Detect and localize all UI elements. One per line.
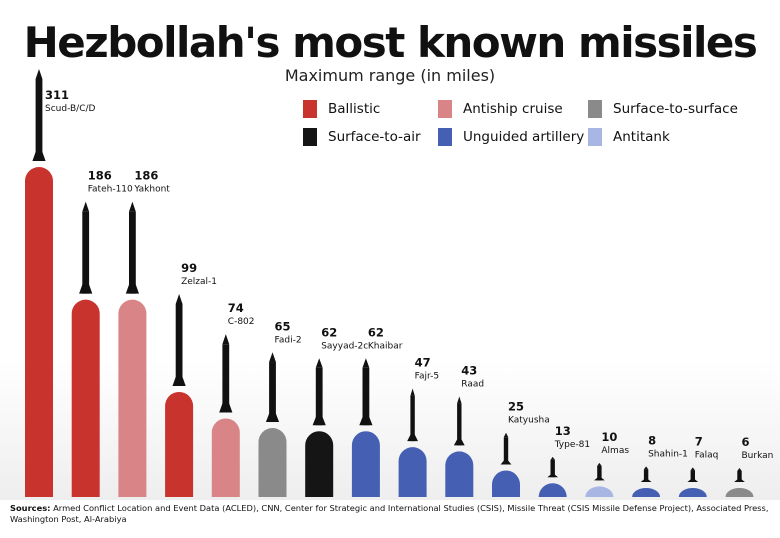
legend-label: Antitank — [613, 129, 670, 145]
missile-icon — [219, 334, 233, 413]
legend-swatch — [438, 100, 452, 118]
bar-value-label: 62 — [321, 325, 337, 339]
bar-category-label: Falaq — [695, 450, 719, 460]
bar-value-label: 6 — [742, 435, 750, 449]
bar-category-label: Fajr-5 — [415, 371, 439, 381]
legend-swatch — [438, 128, 452, 146]
legend-label: Ballistic — [328, 101, 381, 117]
legend-label: Unguided artillery — [463, 129, 585, 145]
legend-item-surface-to-surface: Surface-to-surface — [588, 100, 738, 118]
missile-icon — [32, 69, 46, 161]
bar — [211, 418, 240, 497]
missile-icon — [453, 396, 465, 446]
legend-label: Surface-to-air — [328, 129, 421, 145]
bar-value-label: 74 — [228, 301, 244, 315]
bar-category-label: Katyusha — [508, 416, 550, 426]
bar-category-label: Zelzal-1 — [181, 277, 217, 287]
legend-item-antiship-cruise: Antiship cruise — [438, 100, 563, 118]
missile-icon — [359, 358, 373, 426]
missile-icon — [125, 201, 139, 294]
bar-category-label: Burkan — [742, 451, 774, 461]
bar — [678, 488, 707, 497]
bar — [445, 451, 474, 497]
missile-icon — [265, 352, 280, 423]
bar-value-label: 65 — [275, 319, 291, 333]
legend-swatch — [303, 100, 317, 118]
bar — [71, 299, 100, 497]
legend-item-unguided-artillery: Unguided artillery — [438, 128, 584, 146]
bar-value-label: 8 — [648, 433, 656, 447]
legend-label: Surface-to-surface — [613, 101, 738, 117]
bar — [492, 470, 520, 497]
bar — [258, 428, 287, 497]
bar — [725, 488, 754, 497]
bar-category-label: Scud-B/C/D — [45, 104, 96, 114]
legend-item-ballistic: Ballistic — [303, 100, 380, 118]
sources-text: Armed Conflict Location and Event Data (… — [10, 503, 769, 524]
bar-value-label: 13 — [555, 424, 571, 438]
bar — [25, 167, 53, 497]
bar-value-label: 62 — [368, 325, 384, 339]
missile-icon — [172, 293, 186, 386]
bar-category-label: Yakhont — [133, 185, 170, 195]
bar — [538, 483, 567, 497]
bar — [585, 486, 614, 497]
missile-icon — [547, 456, 559, 478]
bar-value-label: 47 — [415, 355, 431, 369]
bar-value-label: 43 — [461, 364, 477, 378]
legend-item-antitank: Antitank — [588, 128, 670, 146]
legend-swatch — [588, 128, 602, 146]
bar — [351, 431, 380, 497]
bar-value-label: 186 — [134, 169, 158, 183]
bar — [398, 447, 427, 497]
missile-icon — [407, 388, 418, 442]
bar-category-label: Khaibar — [368, 341, 403, 351]
bar-category-label: Type-81 — [554, 440, 590, 450]
bar — [118, 299, 147, 497]
bar-value-label: 7 — [695, 434, 703, 448]
chart-subtitle: Maximum range (in miles) — [284, 66, 496, 85]
chart-title: Hezbollah's most known missiles — [23, 18, 758, 67]
bar — [305, 431, 334, 497]
missile-icon — [500, 432, 512, 465]
bar-value-label: 186 — [88, 169, 112, 183]
bar-value-label: 311 — [45, 88, 69, 102]
legend-swatch — [303, 128, 317, 146]
bar-category-label: Fadi-2 — [275, 335, 302, 345]
bar-category-label: C-802 — [228, 317, 255, 327]
missile-icon — [79, 201, 93, 294]
bar — [165, 391, 194, 497]
legend-item-surface-to-air: Surface-to-air — [303, 128, 421, 146]
bar-value-label: 10 — [601, 430, 617, 444]
bar-category-label: Shahin-1 — [648, 449, 688, 459]
bar-category-label: Sayyad-2c — [321, 341, 368, 351]
bar-value-label: 99 — [181, 261, 197, 275]
legend-label: Antiship cruise — [463, 101, 563, 117]
missile-icon — [640, 466, 652, 482]
sources-label: Sources: — [10, 503, 51, 513]
legend-swatch — [588, 100, 602, 118]
missile-icon — [734, 468, 745, 482]
missile-icon — [687, 467, 699, 482]
bar-category-label: Almas — [601, 446, 629, 456]
bar-value-label: 25 — [508, 400, 524, 414]
bar-category-label: Fateh-110 — [88, 185, 133, 195]
sources-note: Sources: Armed Conflict Location and Eve… — [10, 503, 770, 525]
bar — [632, 488, 661, 497]
missile-icon — [594, 462, 605, 481]
bar-category-label: Raad — [461, 380, 484, 390]
missile-icon — [312, 358, 326, 426]
